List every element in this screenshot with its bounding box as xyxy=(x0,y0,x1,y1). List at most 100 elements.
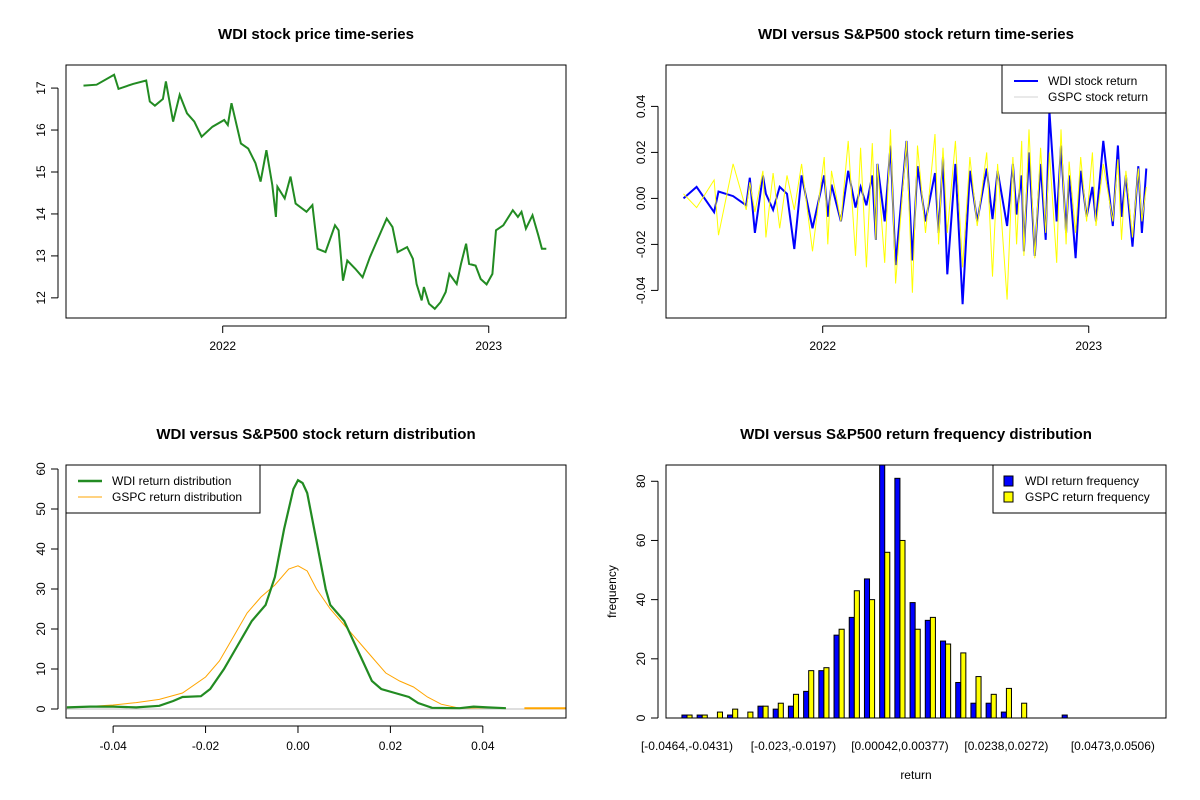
gspc-frequency-bar xyxy=(884,551,891,718)
wdi-frequency-bar xyxy=(955,681,962,718)
y-tick-label: 0.00 xyxy=(634,186,648,210)
y-tick-label: 0 xyxy=(34,705,48,712)
y-tick-label: 40 xyxy=(34,542,48,556)
wdi-frequency-bar xyxy=(985,702,992,718)
legend-label: GSPC stock return xyxy=(1048,90,1148,104)
y-tick-label: 0 xyxy=(634,714,648,721)
gspc-frequency-bar xyxy=(701,714,708,718)
gspc-frequency-bar xyxy=(853,590,860,718)
y-tick-label: 15 xyxy=(34,165,48,179)
plot-box xyxy=(65,64,567,319)
x-tick-label: 0.04 xyxy=(471,739,495,753)
wdi-frequency-bar xyxy=(909,602,916,718)
gspc-frequency-bar xyxy=(716,711,723,718)
price-chart: WDI stock price time-series 12 13 14 15 16 17 2… xyxy=(34,26,567,353)
x-tick-label: 2023 xyxy=(475,339,502,353)
gspc-frequency-bar xyxy=(747,711,754,718)
wdi-frequency-bar xyxy=(924,619,931,718)
y-tick-label: 0.02 xyxy=(634,140,648,164)
wdi-frequency-bar xyxy=(818,670,825,718)
gspc-frequency-bar xyxy=(792,693,800,718)
x-tick-label: 2023 xyxy=(1075,339,1102,353)
gspc-frequency-bar xyxy=(929,616,936,718)
wdi-frequency-bar xyxy=(848,616,855,718)
legend-label: GSPC return distribution xyxy=(112,490,242,504)
plot-box xyxy=(65,464,567,719)
y-tick-label: 10 xyxy=(34,662,48,676)
wdi-frequency-bar xyxy=(803,690,810,718)
chart-title: WDI versus S&P500 return frequency distr… xyxy=(740,426,1092,443)
wdi-frequency-bar xyxy=(894,477,901,718)
gspc-frequency-bar xyxy=(960,652,967,718)
y-tick-label: 40 xyxy=(634,593,648,607)
gspc-frequency-bar xyxy=(732,708,739,718)
x-tick-label: -0.04 xyxy=(99,739,127,753)
wdi-frequency-bar xyxy=(970,702,977,718)
y-tick-label: 50 xyxy=(34,502,48,516)
gspc-frequency-bar xyxy=(808,670,815,718)
x-tick-label: [-0.0464,-0.0431) xyxy=(641,739,733,753)
frequency-chart: WDI versus S&P500 return frequency distr… xyxy=(605,426,1167,782)
legend-box xyxy=(1001,64,1167,114)
density-chart: WDI versus S&P500 stock return distribut… xyxy=(34,426,567,753)
legend-swatch xyxy=(1003,491,1014,503)
chart-title: WDI stock price time-series xyxy=(218,26,414,43)
y-tick-label: 16 xyxy=(34,123,48,137)
plot-box xyxy=(665,464,1167,719)
wdi-frequency-bar xyxy=(772,708,779,718)
y-tick-label: 60 xyxy=(634,533,648,547)
gspc-frequency-bar xyxy=(686,714,693,718)
x-tick-label: [0.00042,0.00377) xyxy=(851,739,948,753)
y-tick-label: 17 xyxy=(34,81,48,95)
gspc-return-line xyxy=(683,129,1147,300)
y-tick-label: 30 xyxy=(34,582,48,596)
x-tick-label: 0.02 xyxy=(379,739,403,753)
gspc-frequency-bar xyxy=(777,702,784,718)
wdi-density-line xyxy=(66,478,506,710)
wdi-frequency-bar xyxy=(863,578,871,718)
gspc-density-line xyxy=(66,565,506,709)
gspc-frequency-bar xyxy=(838,628,845,718)
wdi-frequency-bar xyxy=(787,705,794,718)
y-tick-label: 0.04 xyxy=(634,94,648,118)
legend-box xyxy=(992,464,1167,514)
chart-title: WDI versus S&P500 stock return time-seri… xyxy=(758,26,1074,43)
x-tick-label: 2022 xyxy=(209,339,236,353)
y-axis-label: frequency xyxy=(605,565,619,618)
legend-label: WDI return distribution xyxy=(112,474,231,488)
x-tick-label: [0.0473,0.0506) xyxy=(1071,739,1155,753)
gspc-frequency-bar xyxy=(823,667,830,718)
y-tick-label: 60 xyxy=(34,462,48,476)
legend-label: WDI return frequency xyxy=(1025,474,1139,488)
x-tick-label: 0.00 xyxy=(286,739,310,753)
x-tick-label: -0.02 xyxy=(192,739,220,753)
wdi-frequency-bar xyxy=(1061,714,1068,718)
wdi-frequency-bar xyxy=(940,640,947,718)
x-tick-label: [0.0238,0.0272) xyxy=(964,739,1048,753)
wdi-frequency-bar xyxy=(1000,711,1007,718)
gspc-frequency-bar xyxy=(1005,687,1012,718)
gspc-frequency-bar xyxy=(945,643,952,718)
gspc-frequency-bar xyxy=(975,676,982,718)
returns-chart: WDI versus S&P500 stock return time-seri… xyxy=(634,26,1167,353)
legend-box xyxy=(65,464,261,514)
price-series-line xyxy=(83,73,547,311)
legend-swatch xyxy=(1003,475,1014,487)
gspc-frequency-bar xyxy=(990,693,997,718)
wdi-frequency-bar xyxy=(833,634,840,718)
y-tick-label: 80 xyxy=(634,474,648,488)
y-tick-label: 20 xyxy=(634,652,648,666)
y-tick-label: -0.04 xyxy=(634,276,648,304)
wdi-frequency-bar xyxy=(879,465,886,718)
y-tick-label: 14 xyxy=(34,207,48,221)
gspc-frequency-bar xyxy=(762,705,769,718)
bars xyxy=(681,465,1068,718)
y-tick-label: 20 xyxy=(34,622,48,636)
legend-label: GSPC return frequency xyxy=(1025,490,1150,504)
plot-box xyxy=(665,64,1167,319)
legend-label: WDI stock return xyxy=(1048,74,1137,88)
gspc-frequency-bar xyxy=(1021,702,1028,718)
wdi-frequency-bar xyxy=(757,705,764,718)
gspc-frequency-bar xyxy=(869,599,876,718)
